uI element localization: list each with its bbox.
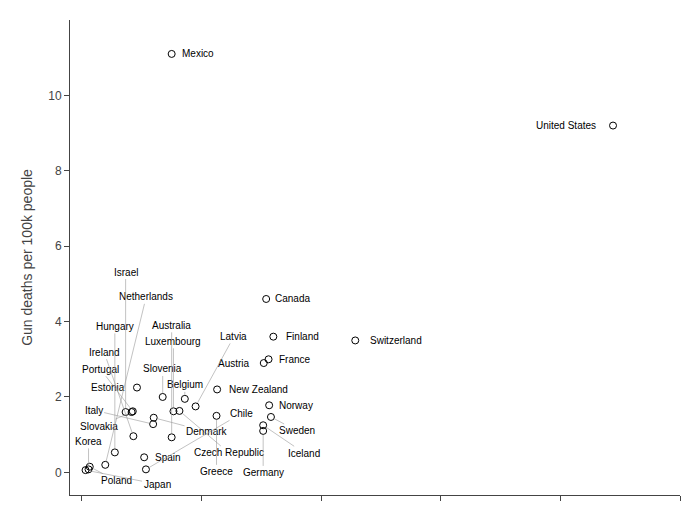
- svg-text:Chile: Chile: [230, 408, 253, 419]
- svg-text:Italy: Italy: [85, 405, 103, 416]
- svg-text:Portugal: Portugal: [82, 364, 119, 375]
- svg-text:Australia: Australia: [152, 320, 191, 331]
- svg-text:Gun deaths per 100k people: Gun deaths per 100k people: [19, 169, 35, 346]
- svg-text:10: 10: [48, 89, 62, 103]
- svg-text:Belgium: Belgium: [167, 379, 203, 390]
- svg-text:Greece: Greece: [200, 466, 233, 477]
- svg-text:0: 0: [55, 466, 62, 480]
- svg-text:Mexico: Mexico: [182, 48, 214, 59]
- svg-text:Germany: Germany: [243, 467, 284, 478]
- svg-text:Sweden: Sweden: [279, 425, 315, 436]
- svg-text:2: 2: [55, 390, 62, 404]
- svg-text:Norway: Norway: [279, 400, 313, 411]
- svg-text:Spain: Spain: [155, 452, 181, 463]
- svg-text:Poland: Poland: [101, 475, 132, 486]
- svg-text:Czech Republic: Czech Republic: [194, 447, 264, 458]
- svg-text:Luxembourg: Luxembourg: [145, 336, 201, 347]
- svg-text:8: 8: [55, 164, 62, 178]
- svg-text:Iceland: Iceland: [288, 448, 320, 459]
- svg-text:Hungary: Hungary: [96, 321, 134, 332]
- svg-text:6: 6: [55, 239, 62, 253]
- svg-text:Ireland: Ireland: [89, 347, 120, 358]
- svg-text:Japan: Japan: [144, 479, 171, 490]
- svg-text:New Zealand: New Zealand: [229, 384, 288, 395]
- svg-text:Slovakia: Slovakia: [80, 421, 118, 432]
- svg-text:United States: United States: [536, 120, 596, 131]
- svg-text:4: 4: [55, 315, 62, 329]
- svg-text:Switzerland: Switzerland: [370, 335, 422, 346]
- svg-text:Finland: Finland: [286, 331, 319, 342]
- svg-text:Estonia: Estonia: [91, 382, 125, 393]
- svg-text:Slovenia: Slovenia: [143, 363, 182, 374]
- svg-text:Canada: Canada: [275, 293, 310, 304]
- svg-text:France: France: [279, 354, 311, 365]
- svg-text:Denmark: Denmark: [186, 426, 228, 437]
- svg-text:Korea: Korea: [75, 436, 102, 447]
- svg-text:Netherlands: Netherlands: [119, 291, 173, 302]
- svg-text:Israel: Israel: [114, 267, 138, 278]
- svg-text:Austria: Austria: [218, 358, 250, 369]
- svg-text:Latvia: Latvia: [220, 331, 247, 342]
